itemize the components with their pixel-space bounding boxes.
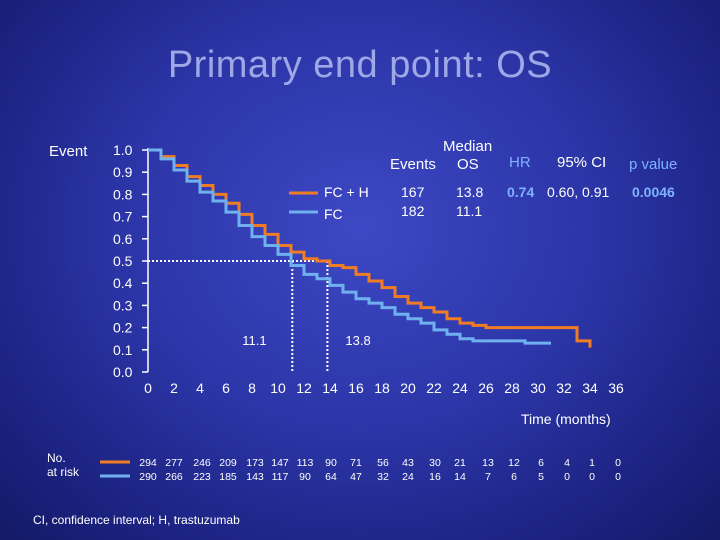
risk-value-fc: 64 — [325, 471, 337, 483]
y-tick-label: 0.3 — [113, 297, 133, 313]
x-tick-label: 30 — [530, 380, 546, 396]
survival-curve-fc — [148, 148, 551, 345]
risk-value-fch: 43 — [402, 457, 414, 469]
y-tick-label: 0.4 — [113, 275, 133, 291]
x-tick-label: 26 — [478, 380, 494, 396]
risk-value-fc: 143 — [246, 471, 264, 483]
risk-value-fc: 185 — [219, 471, 237, 483]
slide-title: Primary end point: OS — [167, 44, 553, 86]
y-tick-label: 0.2 — [113, 320, 133, 336]
hr-value: 0.74 — [507, 184, 535, 200]
risk-value-fch: 294 — [139, 457, 157, 469]
y-tick-label: 0.8 — [113, 186, 133, 202]
risk-value-fch: 6 — [538, 457, 544, 469]
y-axis-label: Event — [49, 143, 88, 160]
header-hr: HR — [509, 154, 531, 171]
y-tick-label: 0.5 — [113, 253, 133, 269]
x-tick-label: 12 — [296, 380, 312, 396]
legend-label-fch: FC + H — [324, 184, 369, 200]
risk-value-fch: 12 — [508, 457, 520, 469]
risk-value-fc: 0 — [615, 471, 621, 483]
x-tick-label: 6 — [222, 380, 230, 396]
y-tick-label: 0.7 — [113, 209, 133, 225]
no-at-risk-label-line2: at risk — [47, 465, 80, 479]
no-at-risk-label: No. at risk — [47, 451, 79, 479]
y-tick-label: 0.1 — [113, 342, 133, 358]
risk-value-fch: 113 — [297, 457, 314, 469]
risk-value-fch: 277 — [165, 457, 183, 469]
y-tick-label: 0.9 — [113, 164, 133, 180]
x-tick-label: 0 — [144, 380, 152, 396]
header-events: Events — [390, 156, 436, 173]
risk-value-fc: 290 — [139, 471, 157, 483]
x-tick-label: 8 — [248, 380, 256, 396]
x-tick-label: 16 — [348, 380, 364, 396]
risk-value-fch: 1 — [589, 457, 595, 469]
x-axis-label: Time (months) — [521, 411, 611, 427]
median-label-fc: 11.1 — [242, 333, 266, 348]
header-median-line2: OS — [457, 156, 479, 173]
x-tick-label: 10 — [270, 380, 286, 396]
x-tick-label: 14 — [322, 380, 338, 396]
x-tick-label: 2 — [170, 380, 178, 396]
risk-value-fc: 266 — [165, 471, 183, 483]
median-os-fch: 13.8 — [456, 184, 484, 200]
median-label-fch: 13.8 — [345, 333, 370, 348]
risk-value-fc: 24 — [402, 471, 414, 483]
risk-value-fc: 0 — [589, 471, 595, 483]
risk-value-fch: 21 — [454, 457, 466, 469]
header-ci: 95% CI — [557, 154, 607, 171]
events-fch: 167 — [401, 184, 425, 200]
footnote: CI, confidence interval; H, trastuzumab — [33, 513, 240, 527]
risk-value-fc: 7 — [485, 471, 491, 483]
risk-value-fch: 90 — [325, 457, 337, 469]
no-at-risk-label-line1: No. — [47, 451, 66, 465]
y-tick-label: 0.0 — [113, 364, 133, 380]
risk-value-fc: 14 — [454, 471, 466, 483]
ci-value: 0.60, 0.91 — [547, 184, 610, 200]
risk-value-fc: 0 — [564, 471, 570, 483]
x-tick-label: 4 — [196, 380, 204, 396]
x-tick-label: 18 — [374, 380, 390, 396]
x-tick-label: 28 — [504, 380, 520, 396]
risk-value-fch: 0 — [615, 457, 621, 469]
header-p-value: p value — [629, 156, 678, 173]
risk-value-fc: 5 — [538, 471, 544, 483]
risk-value-fch: 173 — [246, 457, 264, 469]
x-tick-label: 34 — [582, 380, 598, 396]
risk-value-fch: 56 — [377, 457, 389, 469]
risk-value-fch: 13 — [482, 457, 494, 469]
x-tick-label: 20 — [400, 380, 416, 396]
risk-value-fch: 30 — [429, 457, 441, 469]
y-tick-label: 1.0 — [113, 142, 133, 158]
x-tick-label: 22 — [426, 380, 442, 396]
risk-value-fc: 90 — [299, 471, 311, 483]
events-fc: 182 — [401, 203, 425, 219]
risk-value-fc: 16 — [429, 471, 441, 483]
risk-value-fch: 147 — [271, 457, 289, 469]
x-tick-label: 32 — [556, 380, 572, 396]
risk-value-fch: 246 — [193, 457, 211, 469]
survival-curve-fch — [148, 148, 592, 348]
risk-value-fch: 71 — [350, 457, 362, 469]
p-value: 0.0046 — [632, 184, 675, 200]
header-median-line1: Median — [443, 138, 493, 155]
legend-label-fc: FC — [324, 206, 343, 222]
median-os-fc: 11.1 — [456, 203, 483, 219]
risk-value-fch: 4 — [564, 457, 570, 469]
y-tick-label: 0.6 — [113, 231, 133, 247]
risk-value-fch: 209 — [219, 457, 237, 469]
risk-value-fc: 47 — [350, 471, 362, 483]
risk-value-fc: 223 — [193, 471, 211, 483]
risk-value-fc: 6 — [511, 471, 517, 483]
x-tick-label: 36 — [608, 380, 624, 396]
x-tick-label: 24 — [452, 380, 468, 396]
risk-value-fc: 32 — [377, 471, 389, 483]
risk-value-fc: 117 — [272, 471, 289, 483]
